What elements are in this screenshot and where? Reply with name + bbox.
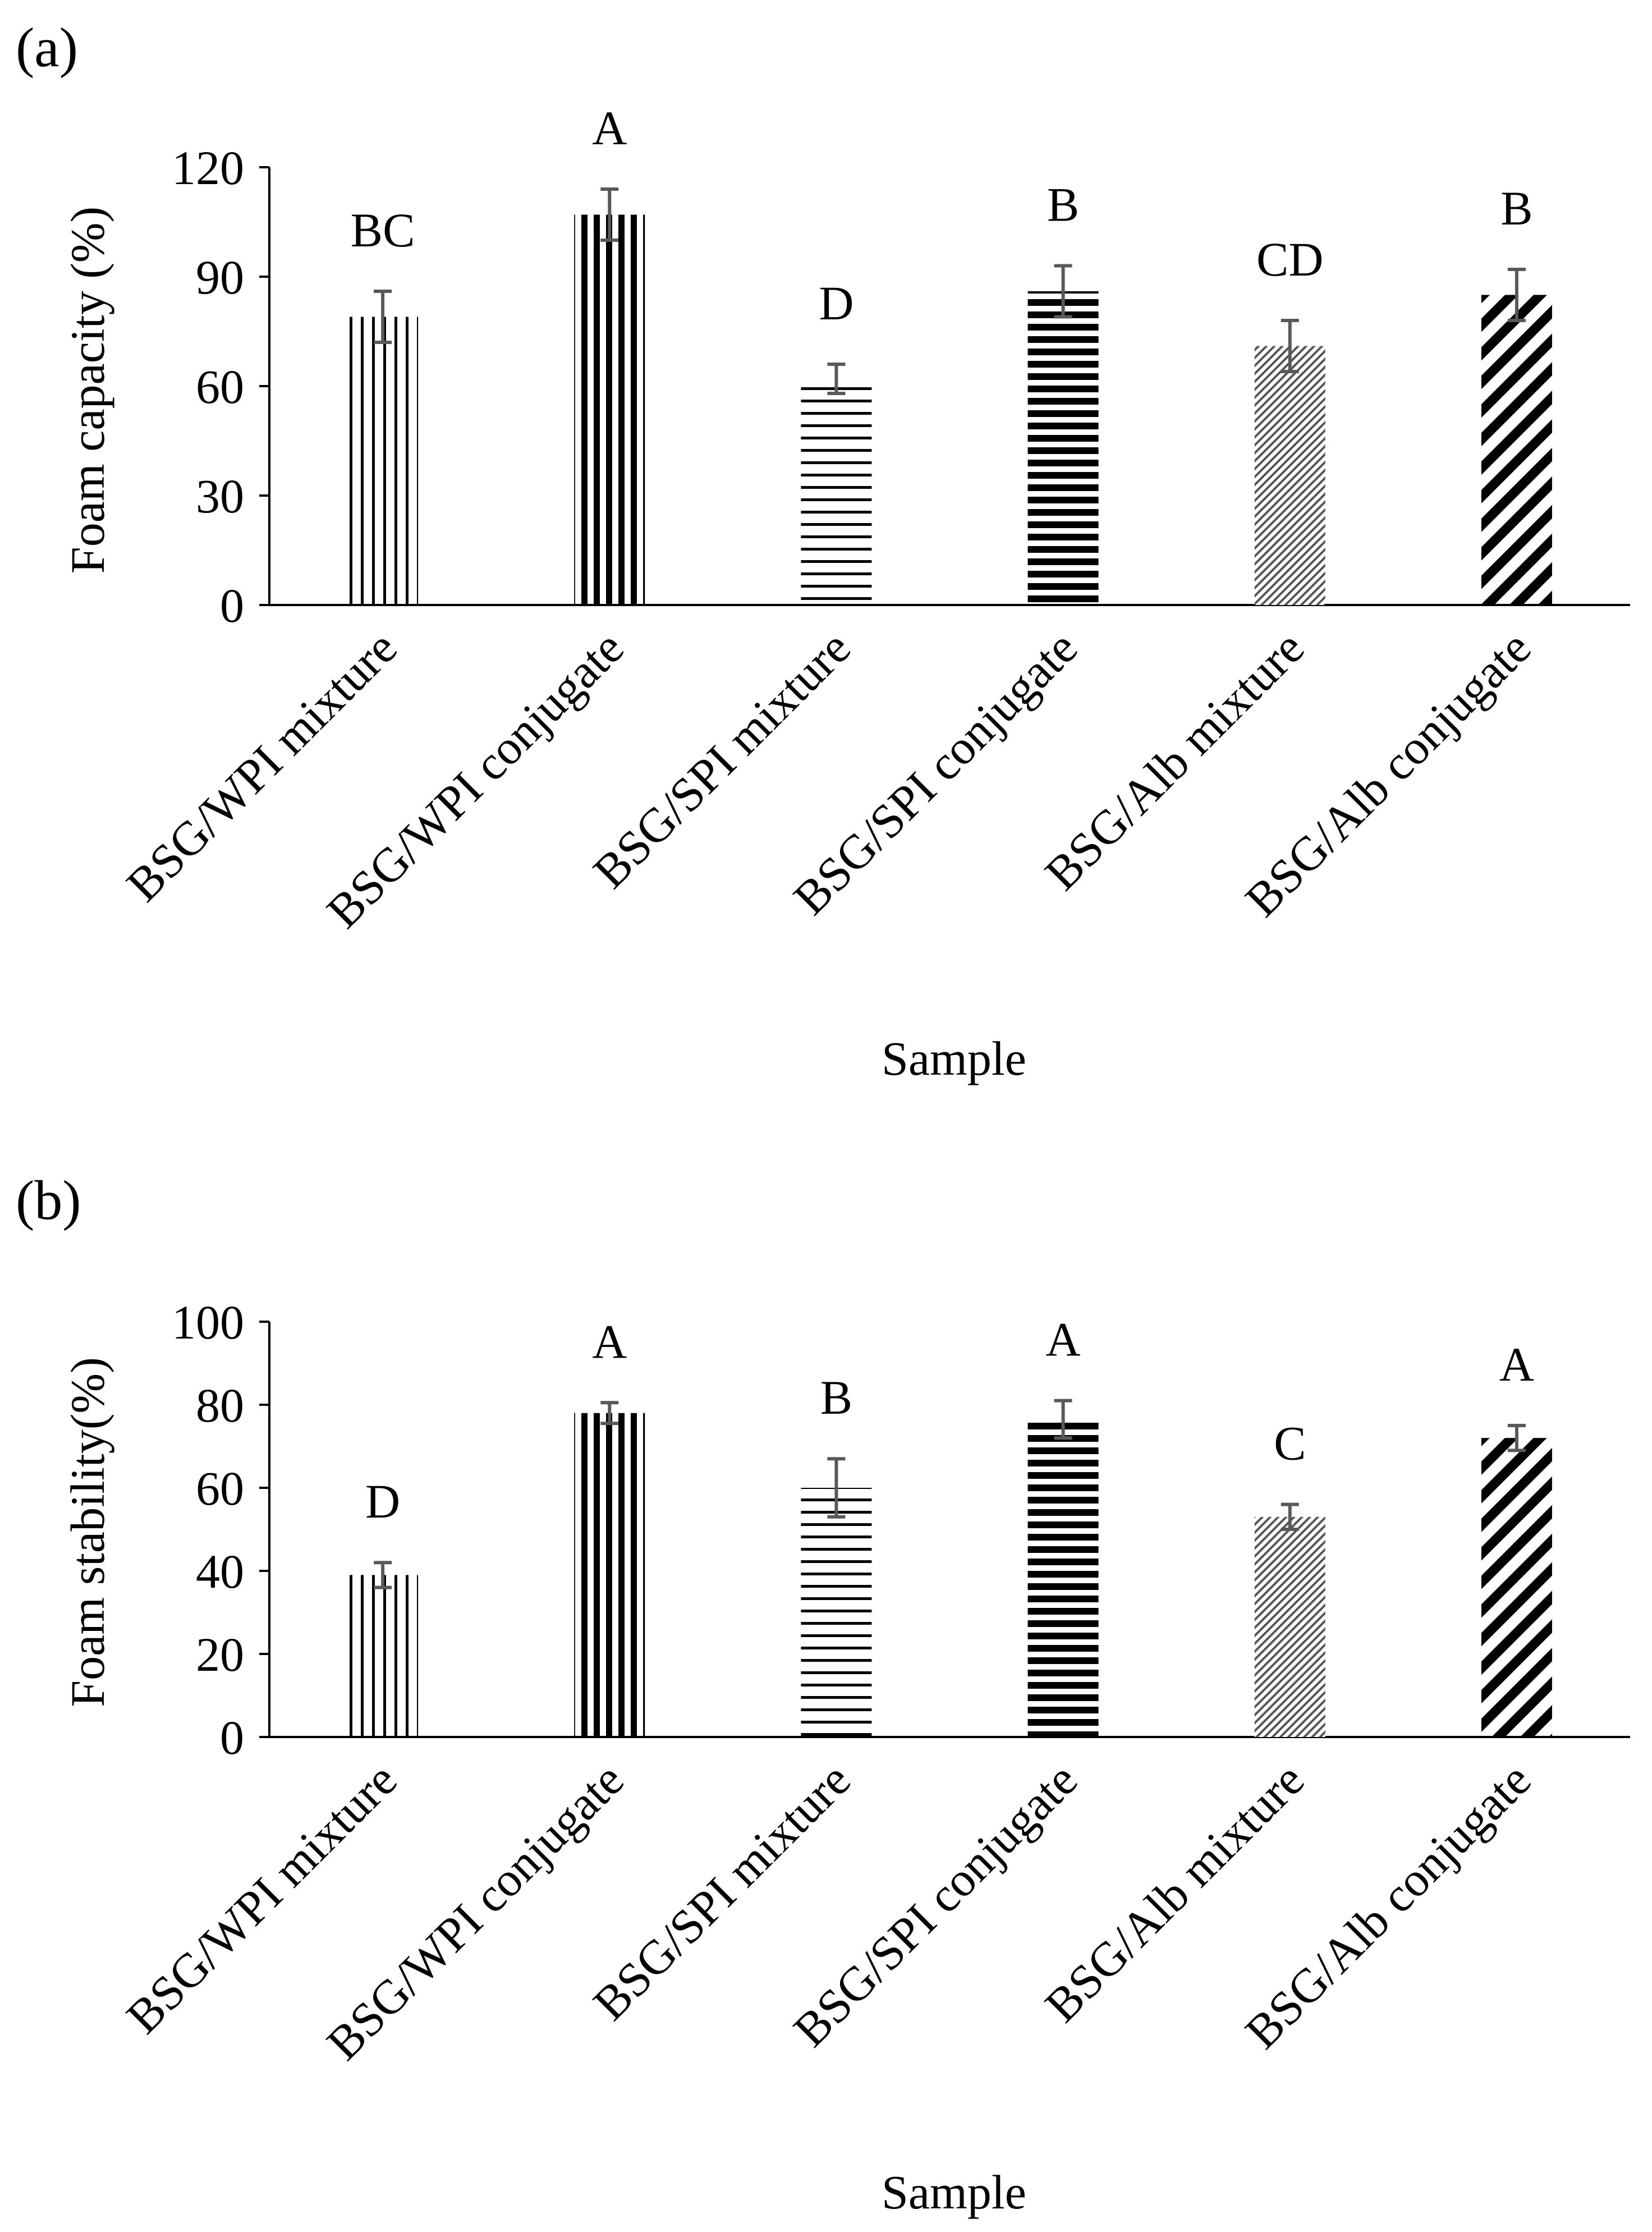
significance-label: D [819, 276, 853, 330]
significance-label: C [1274, 1417, 1306, 1470]
error-bar [827, 1457, 846, 1519]
bars-a [347, 214, 1552, 605]
panel-label-a: (a) [16, 16, 78, 79]
bar [347, 1575, 419, 1737]
bar [1481, 1438, 1552, 1737]
x-axis-label-a: Sample [882, 1032, 1026, 1085]
error-bar [1507, 268, 1526, 322]
significance-label: BC [351, 203, 415, 257]
y-tick-labels-a: 0 30 60 90 120 [172, 141, 269, 633]
y-tick-label: 0 [220, 1711, 244, 1764]
panel-label-b: (b) [16, 1169, 81, 1231]
y-axis-label-a: Foam capacity (%) [61, 207, 114, 574]
significance-label: A [1499, 1337, 1534, 1391]
y-tick-labels-b: 0 20 40 60 80 100 [172, 1295, 269, 1764]
significance-label: A [1046, 1313, 1081, 1367]
significance-label: A [592, 1314, 627, 1368]
error-bar [600, 1401, 619, 1426]
significance-label: D [365, 1474, 400, 1528]
significance-label: B [1500, 181, 1532, 235]
bar [1254, 346, 1325, 605]
y-tick-label: 90 [196, 250, 244, 304]
significance-label: A [592, 101, 627, 155]
y-tick-label: 60 [196, 360, 244, 414]
y-axis-label-b: Foam stability(%) [61, 1357, 114, 1707]
foam-stability-chart: (b) 0 20 40 60 80 100 D A B A C A BSG/WPI mixtureB… [16, 1169, 1630, 2219]
error-bar [1507, 1424, 1526, 1452]
y-tick-label: 0 [220, 579, 244, 633]
y-tick-label: 80 [196, 1378, 244, 1432]
foam-capacity-chart: (a) 0 30 60 90 120 BC A D B CD B BSG/WPI mixtureB… [16, 16, 1630, 1085]
bar [574, 214, 645, 605]
bar [347, 317, 419, 605]
error-bar [1054, 1399, 1072, 1440]
x-axis-label-b: Sample [882, 2165, 1026, 2219]
bar [574, 1413, 645, 1737]
significance-labels-a: BC A D B CD B [351, 101, 1533, 330]
y-tick-label: 30 [196, 469, 244, 523]
error-bars-b [374, 1399, 1526, 1589]
error-bar [600, 187, 619, 242]
y-tick-label: 120 [172, 141, 244, 195]
bar [1254, 1516, 1325, 1737]
error-bar [374, 290, 392, 344]
y-tick-label: 20 [196, 1628, 244, 1681]
error-bars-a [374, 187, 1526, 395]
significance-label: B [820, 1371, 852, 1424]
error-bar [1281, 319, 1299, 373]
bar [1027, 291, 1099, 605]
error-bar [827, 363, 846, 395]
bar [1481, 295, 1552, 605]
axes-b [268, 1322, 1630, 1738]
significance-label: B [1047, 178, 1079, 232]
significance-labels-b: D A B A C A [365, 1313, 1534, 1529]
y-tick-label: 60 [196, 1461, 244, 1515]
bar [801, 1488, 872, 1737]
bar [801, 379, 872, 605]
y-tick-label: 40 [196, 1544, 244, 1598]
significance-label: CD [1256, 232, 1323, 286]
bar [1027, 1419, 1099, 1737]
error-bar [1054, 264, 1072, 319]
bars-b [347, 1413, 1552, 1737]
error-bar [1281, 1502, 1299, 1531]
axes-a [268, 167, 1630, 606]
y-tick-label: 100 [172, 1295, 244, 1349]
error-bar [374, 1561, 392, 1589]
